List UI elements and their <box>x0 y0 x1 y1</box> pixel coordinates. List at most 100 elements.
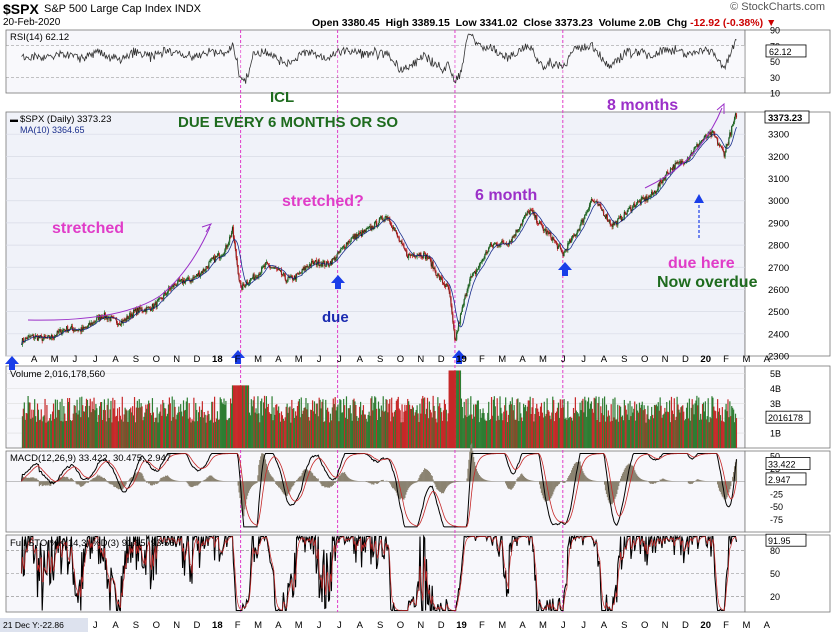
macd-hist-bar <box>164 476 166 482</box>
volume-bar <box>269 413 271 448</box>
volume-bar <box>575 410 577 448</box>
macd-hist-bar <box>403 481 405 500</box>
candle-body <box>180 279 182 282</box>
volume-bar <box>585 400 587 448</box>
volume-bar <box>369 415 371 448</box>
candle-body <box>328 265 331 267</box>
candle-body <box>632 205 634 210</box>
macd-hist-bar <box>511 481 513 489</box>
volume-bar <box>387 412 389 448</box>
sto-xtick-label: A <box>764 620 771 631</box>
macd-hist-last-box <box>765 472 807 486</box>
volume-bar <box>197 421 199 448</box>
candle-body <box>410 254 413 256</box>
macd-hist-bar <box>664 479 666 482</box>
candle-body <box>630 206 632 212</box>
volume-bar <box>99 406 101 448</box>
macd-hist-bar <box>613 481 615 502</box>
volume-bar <box>464 415 466 448</box>
candle-body <box>151 303 154 310</box>
volume-bar <box>588 408 591 448</box>
macd-hist-bar <box>97 474 99 482</box>
macd-hist-bar <box>412 481 414 484</box>
volume-bar <box>170 420 172 448</box>
macd-hist-bar <box>139 472 141 482</box>
volume-bar <box>453 370 455 448</box>
macd-hist-bar <box>173 480 175 482</box>
volume-bar <box>555 411 558 448</box>
volume-bar <box>279 421 282 448</box>
candle-body <box>604 215 607 219</box>
candle-body <box>316 263 318 266</box>
candle-body <box>374 222 376 229</box>
volume-bar <box>399 410 401 448</box>
volume-bar <box>376 408 378 448</box>
macd-hist-bar <box>648 481 650 483</box>
macd-hist-bar <box>319 481 321 483</box>
volume-bar <box>330 420 333 448</box>
macd-hist-bar <box>105 480 107 482</box>
volume-bar <box>658 410 660 448</box>
price-ytick-label: 2600 <box>768 285 789 296</box>
volume-bar <box>100 402 103 448</box>
volume-bar <box>725 403 727 448</box>
candle-body <box>532 210 534 214</box>
macd-hist-bar <box>140 472 142 482</box>
candle-body <box>72 328 74 332</box>
candle-body <box>563 251 565 257</box>
volume-bar <box>271 396 273 448</box>
candle-body <box>720 145 722 148</box>
macd-hist-bar <box>146 481 148 483</box>
volume-bar <box>613 417 615 448</box>
ma-legend-label: MA(10) 3364.65 <box>20 125 85 135</box>
volume-bar <box>71 420 73 448</box>
sto-xtick-label: A <box>601 620 608 631</box>
macd-hist-bar <box>689 481 691 485</box>
candle-body <box>659 180 661 187</box>
macd-hist-bar <box>653 481 656 483</box>
volume-bar <box>699 419 701 448</box>
volume-bar <box>162 399 164 448</box>
sto-xtick-label: O <box>397 620 404 631</box>
macd-hist-bar <box>550 481 552 499</box>
macd-hist-bar <box>147 481 149 483</box>
volume-bar <box>444 404 446 448</box>
volume-bar <box>500 407 502 448</box>
macd-hist-bar <box>618 481 620 487</box>
sto-xtick-label: J <box>317 620 322 631</box>
macd-hist-bar <box>568 476 570 482</box>
macd-hist-bar <box>397 481 399 498</box>
macd-hist-bar <box>103 477 105 482</box>
candle-body <box>733 122 735 125</box>
volume-bar <box>692 404 694 448</box>
candle-body <box>718 144 721 147</box>
volume-bar <box>370 398 372 448</box>
macd-line <box>21 453 737 528</box>
volume-bar <box>440 407 442 448</box>
candle-body <box>37 336 40 341</box>
macd-hist-bar <box>513 481 515 486</box>
candle-body <box>90 322 92 326</box>
macd-hist-bar <box>389 481 391 484</box>
candle-body <box>95 320 97 322</box>
candle-body <box>225 244 227 250</box>
macd-hist-bar <box>150 481 153 486</box>
candle-body <box>673 164 675 170</box>
volume-bar <box>649 419 651 448</box>
volume-bar <box>167 404 170 448</box>
chart-annotation: stretched <box>52 220 124 237</box>
candle-body <box>298 272 300 275</box>
macd-hist-bar <box>137 472 139 482</box>
volume-bar <box>405 410 407 448</box>
candle-body <box>427 258 430 260</box>
volume-bar <box>379 416 381 448</box>
candle-body <box>543 229 545 231</box>
candle-body <box>452 313 454 323</box>
candle-body <box>538 223 540 225</box>
volume-ytick-label: 1B <box>770 429 781 439</box>
candle-body <box>73 329 75 332</box>
volume-bar <box>23 402 25 448</box>
price-xtick-label: J <box>317 354 322 365</box>
volume-bar <box>151 398 154 448</box>
volume-bar <box>129 409 131 448</box>
